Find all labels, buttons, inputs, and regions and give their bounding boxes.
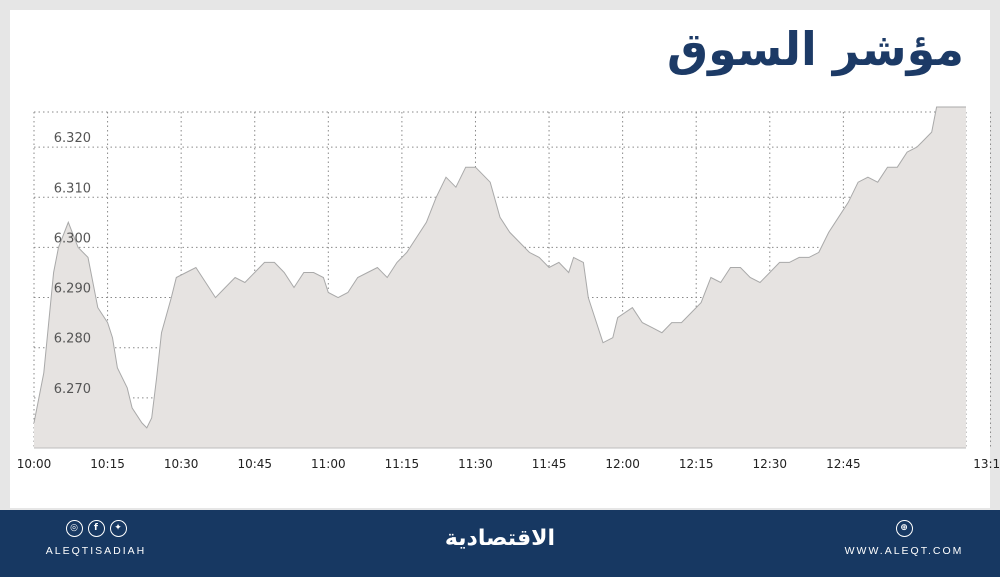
area-layer (33, 106, 966, 449)
y-tick-label: 6.290 (54, 282, 91, 297)
series-line (33, 106, 966, 429)
globe-icon: ⊕ (895, 520, 913, 537)
chart-title: مؤشر السوق (666, 22, 964, 76)
x-tick-label: 13:15 (973, 457, 1000, 471)
series-area (34, 107, 966, 448)
x-tick-label: 10:15 (90, 457, 125, 471)
x-tick-labels: 10:00 10:15 10:30 10:45 11:00 11:15 11:30 11:45… (17, 457, 1000, 471)
x-tick-label: 12:30 (752, 457, 787, 471)
website-link[interactable]: WWW.ALEQT.COM (844, 545, 964, 557)
facebook-icon[interactable]: f (87, 520, 105, 537)
x-tick-label: 12:45 (826, 457, 861, 471)
x-tick-label: 11:30 (458, 457, 493, 471)
index-chart: 6.270 6.280 6.290 6.300 6.310 6.320 10:00 10:1… (17, 106, 1000, 471)
x-tick-label: 10:45 (237, 457, 272, 471)
social-handle[interactable]: ALEQTISADIAH (45, 545, 147, 557)
y-tick-label: 6.310 (54, 181, 91, 196)
x-tick-label: 12:15 (679, 457, 714, 471)
footer-bar: ◎ f ✦ ALEQTISADIAH الاقتصادية ⊕ WWW.ALEQ… (0, 510, 1000, 577)
y-tick-labels: 6.270 6.280 6.290 6.300 6.310 6.320 (54, 131, 91, 397)
x-tick-label: 11:00 (311, 457, 346, 471)
twitter-icon[interactable]: ✦ (109, 520, 127, 537)
x-tick-label: 12:00 (605, 457, 640, 471)
y-tick-label: 6.280 (54, 332, 91, 347)
x-tick-label: 10:00 (17, 457, 52, 471)
x-tick-label: 11:15 (385, 457, 420, 471)
instagram-icon[interactable]: ◎ (65, 520, 83, 537)
y-tick-label: 6.320 (54, 131, 91, 146)
y-tick-label: 6.300 (54, 231, 91, 246)
y-tick-label: 6.270 (54, 382, 91, 397)
social-block: ◎ f ✦ ALEQTISADIAH (36, 520, 156, 557)
x-tick-label: 11:45 (532, 457, 567, 471)
brand-logo: الاقتصادية (444, 526, 556, 551)
website-block: ⊕ WWW.ALEQT.COM (844, 520, 964, 557)
x-tick-label: 10:30 (164, 457, 199, 471)
